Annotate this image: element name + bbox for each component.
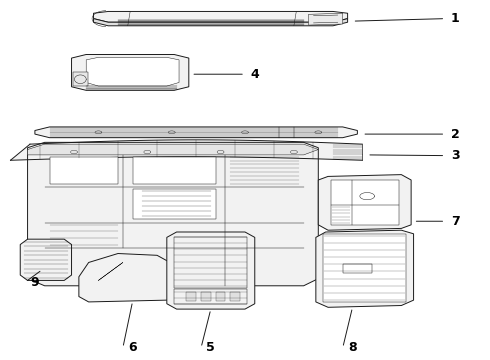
Polygon shape xyxy=(79,253,176,302)
Polygon shape xyxy=(27,142,318,286)
Polygon shape xyxy=(230,292,240,301)
Polygon shape xyxy=(27,144,318,155)
PathPatch shape xyxy=(10,140,362,160)
Text: 8: 8 xyxy=(348,341,357,354)
Polygon shape xyxy=(167,232,255,309)
Text: 4: 4 xyxy=(250,68,259,81)
Polygon shape xyxy=(323,234,406,302)
Polygon shape xyxy=(186,292,196,301)
Polygon shape xyxy=(309,13,343,25)
Polygon shape xyxy=(49,157,118,184)
Polygon shape xyxy=(216,292,225,301)
Polygon shape xyxy=(316,230,414,307)
Polygon shape xyxy=(35,127,357,138)
Polygon shape xyxy=(133,189,216,220)
Polygon shape xyxy=(94,19,347,26)
Polygon shape xyxy=(72,54,189,90)
Polygon shape xyxy=(331,180,399,225)
Text: 2: 2 xyxy=(451,127,460,141)
Polygon shape xyxy=(318,175,411,230)
Text: 7: 7 xyxy=(451,215,460,228)
Polygon shape xyxy=(73,72,88,86)
Text: 1: 1 xyxy=(451,12,460,25)
Text: 5: 5 xyxy=(206,341,215,354)
Polygon shape xyxy=(343,264,372,273)
Text: 3: 3 xyxy=(451,149,460,162)
Polygon shape xyxy=(94,12,347,22)
Text: 6: 6 xyxy=(128,341,137,354)
Polygon shape xyxy=(201,292,211,301)
Polygon shape xyxy=(20,239,72,280)
Polygon shape xyxy=(86,57,179,86)
Text: 9: 9 xyxy=(30,276,39,289)
Polygon shape xyxy=(133,157,216,184)
